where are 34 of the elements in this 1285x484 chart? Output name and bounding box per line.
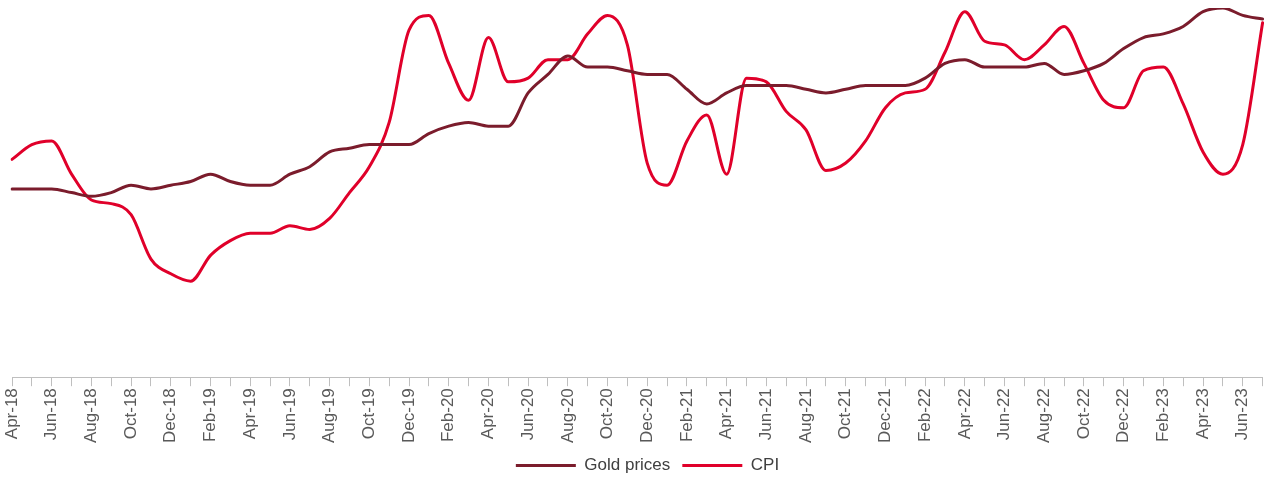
x-tick-label: Aug-18 <box>81 388 101 444</box>
x-tick-label: Aug-21 <box>795 388 815 444</box>
x-tick-label: Apr-18 <box>1 388 21 440</box>
x-tick-label: Aug-19 <box>319 388 339 444</box>
x-tick-label: Dec-18 <box>160 388 180 443</box>
x-tick-label: Oct-21 <box>835 388 855 440</box>
x-tick-label: Oct-22 <box>1073 388 1093 440</box>
x-tick-label: Oct-19 <box>359 388 378 440</box>
x-tick-label: Feb-20 <box>438 388 458 443</box>
x-tick-label: Apr-22 <box>954 388 974 440</box>
x-tick-label: Apr-19 <box>239 388 259 440</box>
x-tick-label: Dec-22 <box>1113 388 1133 443</box>
x-tick-label: Apr-20 <box>478 388 498 440</box>
x-tick-label: Jun-18 <box>41 388 61 441</box>
x-tick-label: Dec-21 <box>875 388 895 443</box>
x-tick-label: Jun-22 <box>994 388 1014 441</box>
x-tick-label: Feb-19 <box>200 388 220 443</box>
x-tick-label: Feb-21 <box>676 388 696 443</box>
x-tick-label: Feb-22 <box>914 388 934 443</box>
x-tick-label: Aug-20 <box>557 388 577 444</box>
x-tick-label: Jun-19 <box>279 388 299 441</box>
x-tick-label: Jun-20 <box>517 388 537 441</box>
x-tick-label: Oct-20 <box>597 388 617 440</box>
legend-label: CPI <box>750 455 780 475</box>
x-tick-label: Dec-19 <box>398 388 418 443</box>
x-tick-label: Oct-18 <box>120 388 140 440</box>
x-tick-label: Aug-22 <box>1033 388 1053 444</box>
x-tick-label: Jun-23 <box>1232 388 1252 441</box>
x-tick-label: Apr-23 <box>1192 388 1212 440</box>
x-tick-label: Apr-21 <box>716 388 736 440</box>
x-tick-label: Jun-21 <box>756 388 776 441</box>
x-tick-label: Feb-23 <box>1153 388 1173 443</box>
x-tick-label: Dec-20 <box>636 388 656 443</box>
legend-label: Gold prices <box>584 455 671 475</box>
